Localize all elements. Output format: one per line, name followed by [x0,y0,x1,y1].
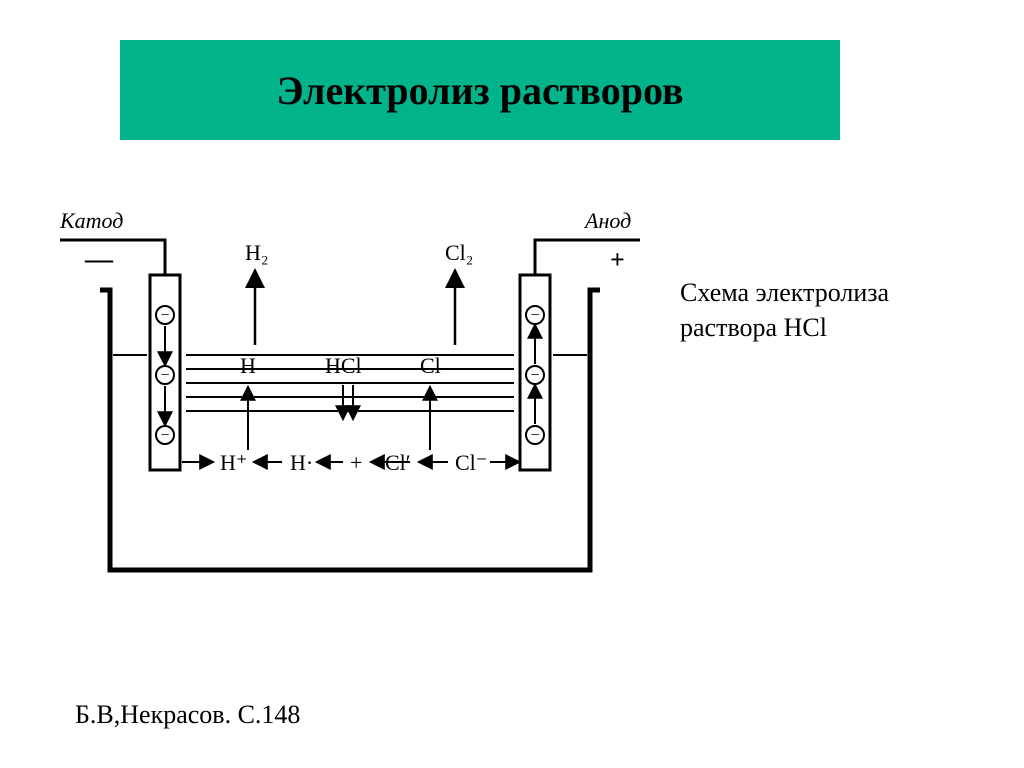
cathode-sign: — [84,244,114,275]
cl2-label: Cl₂ [445,240,473,265]
svg-text:−: − [160,367,169,384]
cathode-label: Катод [59,208,123,233]
anode-sign: + [610,245,625,274]
bottom-Hdot-label: H· [290,450,313,475]
bottom-Hplus-label: H⁺ [220,450,248,475]
citation: Б.В,Некрасов. С.148 [75,700,300,730]
page-title: Электролиз растворов [276,67,683,114]
caption-line1: Схема электролиза [680,275,889,310]
bottom-Clm-label: Cl⁻ [455,450,487,475]
anode-label: Анод [583,208,631,233]
h2-label: H₂ [245,240,269,265]
svg-text:−: − [160,427,169,444]
mid-HCl-label: HCl [325,353,362,378]
svg-text:−: − [530,307,539,324]
diagram-caption: Схема электролиза раствора HCl [680,275,889,345]
mid-Cl-label: Cl [420,353,441,378]
electrolysis-diagram: −−−−−−Катод—Анод+H₂Cl₂HHClClH⁺H·+Cl′Cl⁻ [50,200,650,620]
caption-line2: раствора HCl [680,310,889,345]
svg-text:−: − [530,367,539,384]
mid-H-label: H [240,353,256,378]
svg-text:−: − [530,427,539,444]
bottom-plus-label: + [350,450,362,475]
title-box: Электролиз растворов [120,40,840,140]
citation-text: Б.В,Некрасов. С.148 [75,700,300,729]
svg-text:−: − [160,307,169,324]
